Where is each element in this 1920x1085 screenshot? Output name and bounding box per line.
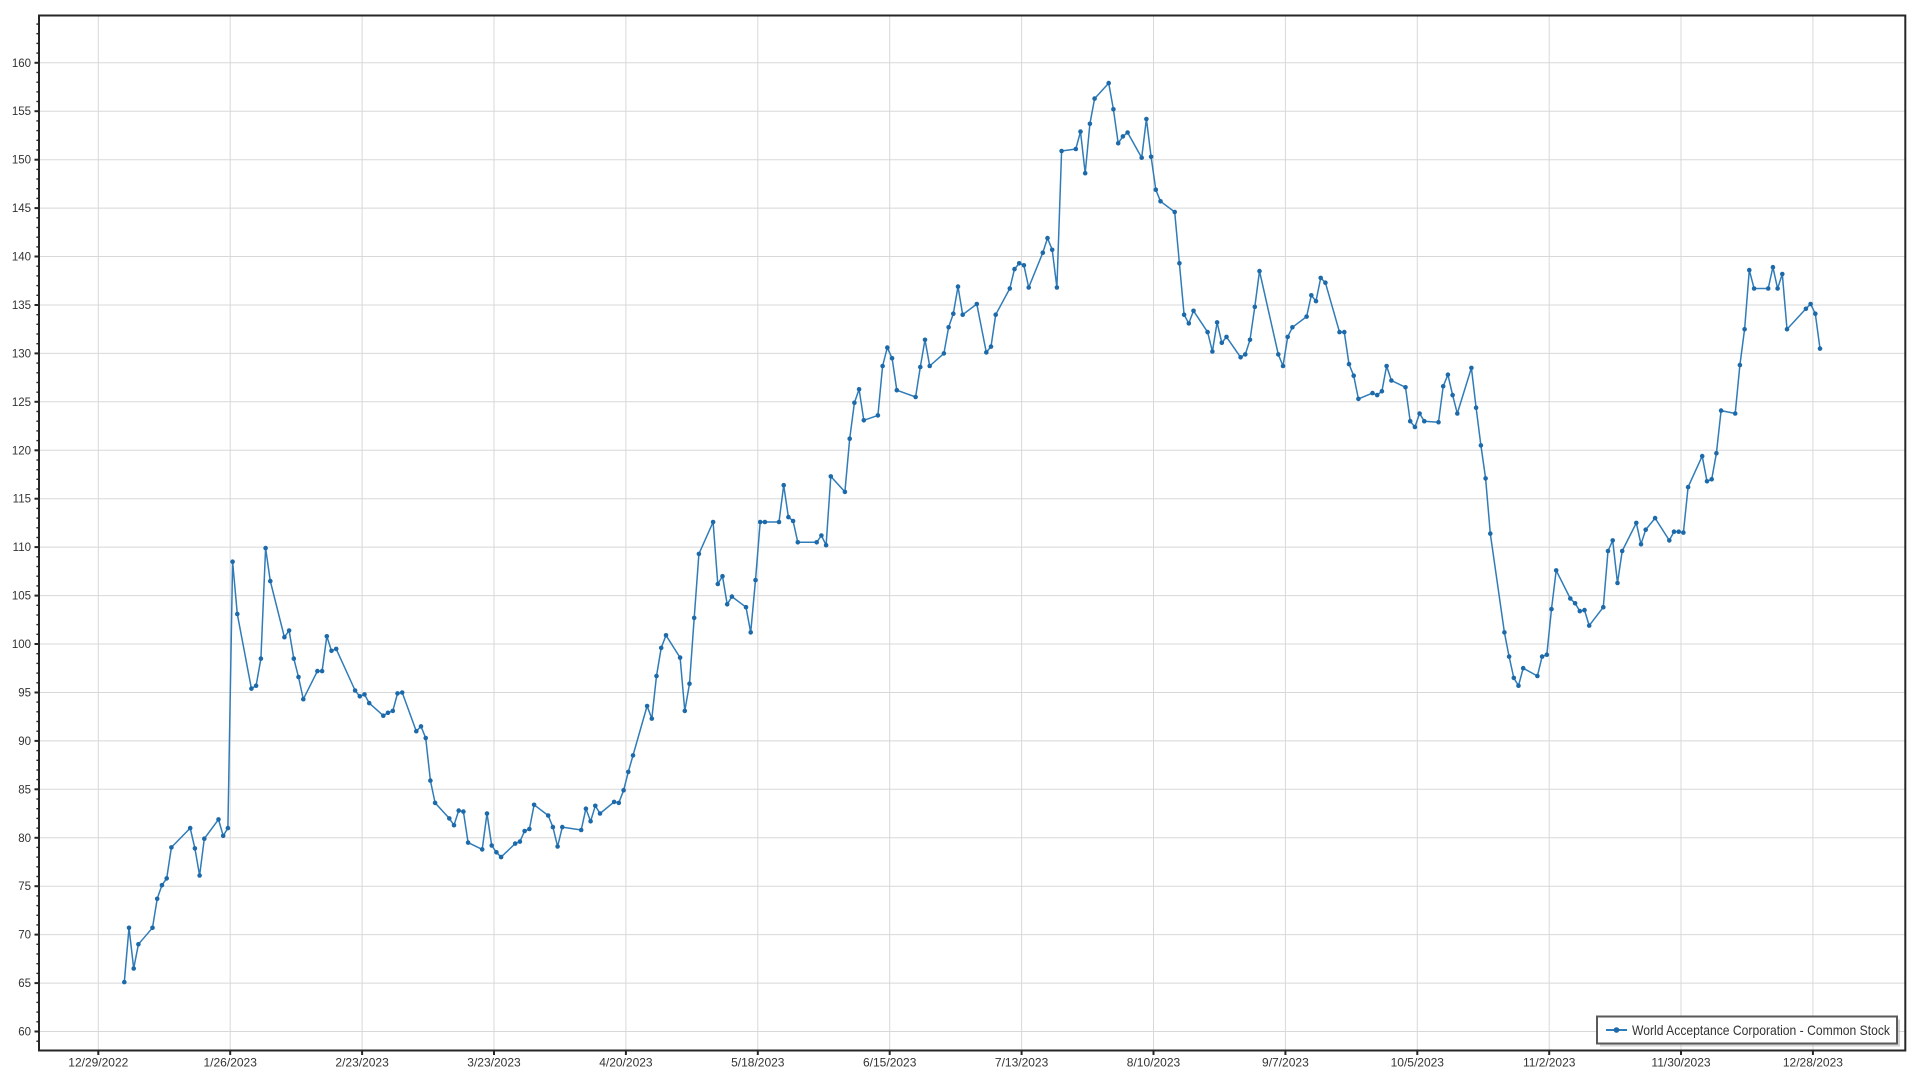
svg-text:90: 90 [18,736,31,748]
svg-text:1/26/2023: 1/26/2023 [204,1056,258,1070]
svg-text:130: 130 [12,348,31,360]
svg-text:135: 135 [12,300,31,312]
svg-text:9/7/2023: 9/7/2023 [1262,1056,1309,1070]
svg-text:6/15/2023: 6/15/2023 [863,1056,917,1070]
svg-text:155: 155 [12,106,31,118]
svg-text:80: 80 [18,833,31,845]
svg-text:12/29/2022: 12/29/2022 [68,1056,128,1070]
svg-text:70: 70 [18,930,31,942]
svg-text:65: 65 [18,978,31,990]
svg-text:2/23/2023: 2/23/2023 [335,1056,389,1070]
svg-text:85: 85 [18,784,31,796]
svg-text:125: 125 [12,397,31,409]
svg-text:105: 105 [12,591,31,603]
svg-text:5/18/2023: 5/18/2023 [731,1056,785,1070]
svg-text:115: 115 [13,494,31,506]
svg-text:11/2/2023: 11/2/2023 [1523,1056,1576,1070]
svg-text:75: 75 [18,881,31,893]
svg-text:150: 150 [12,155,31,167]
svg-text:60: 60 [18,1027,31,1039]
svg-text:95: 95 [18,688,31,700]
svg-text:145: 145 [12,203,31,215]
svg-text:100: 100 [12,639,31,651]
svg-text:World Acceptance Corporation -: World Acceptance Corporation - Common St… [1632,1022,1891,1038]
svg-text:110: 110 [13,542,31,554]
svg-text:120: 120 [12,445,31,457]
svg-text:8/10/2023: 8/10/2023 [1127,1056,1181,1070]
svg-text:3/23/2023: 3/23/2023 [467,1056,521,1070]
svg-text:12/28/2023: 12/28/2023 [1783,1056,1843,1070]
svg-text:4/20/2023: 4/20/2023 [599,1056,653,1070]
svg-text:140: 140 [12,252,31,264]
svg-text:11/30/2023: 11/30/2023 [1651,1056,1710,1070]
svg-text:160: 160 [12,58,31,70]
svg-text:7/13/2023: 7/13/2023 [995,1056,1049,1070]
svg-text:10/5/2023: 10/5/2023 [1391,1056,1445,1070]
